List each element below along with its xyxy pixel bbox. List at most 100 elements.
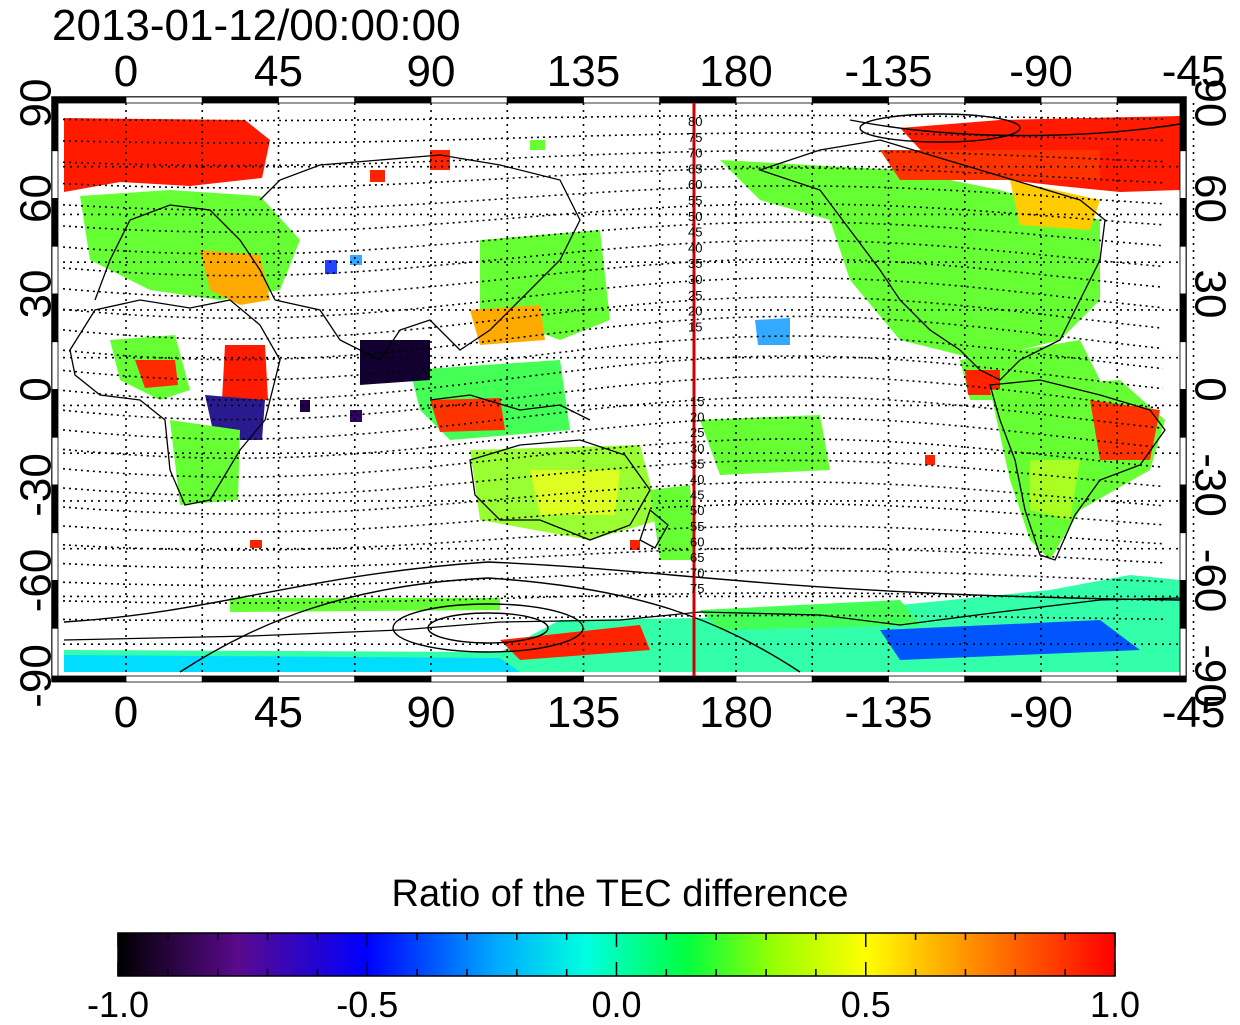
- contour-label-south: 40: [690, 472, 704, 487]
- y-tick-label-left: -60: [12, 549, 61, 613]
- contour-label-south: 45: [690, 488, 704, 503]
- right-axis-bar-segment: [1179, 102, 1187, 152]
- bottom-axis-bar-segment: [964, 675, 1042, 683]
- y-tick-label-right: -90: [1186, 644, 1235, 708]
- x-tick-label-top: -90: [1009, 47, 1073, 96]
- y-axis-right-labels: 90 60 30 0 -30 -60 -90: [1186, 79, 1235, 708]
- x-tick-label-bottom: 90: [407, 688, 456, 737]
- y-tick-label-right: 60: [1186, 174, 1235, 223]
- right-axis-bar-segment: [1179, 627, 1187, 677]
- magnetic-latitude-contour: [63, 481, 1164, 515]
- x-tick-label-bottom: -45: [1162, 688, 1226, 737]
- contour-label-north: 30: [688, 272, 702, 287]
- contour-label-north: 55: [688, 193, 702, 208]
- contour-label-north: 60: [688, 177, 702, 192]
- y-tick-label-right: -60: [1186, 549, 1235, 613]
- tec-data-patches: [64, 116, 1180, 672]
- magnetic-latitude-contour: [63, 239, 1164, 277]
- left-axis-bar-segment: [51, 627, 59, 677]
- magnetic-latitude-contour: [63, 221, 1164, 255]
- contour-label-north: 20: [688, 304, 702, 319]
- right-axis-bar-segment: [1179, 532, 1187, 581]
- x-tick-label-top: 45: [254, 47, 303, 96]
- bottom-axis-bar-segment: [51, 675, 127, 683]
- contour-label-north: 70: [688, 146, 702, 161]
- x-tick-label-top: 0: [114, 47, 138, 96]
- contour-label-south: 70: [690, 566, 704, 581]
- y-tick-label-left: -90: [12, 644, 61, 708]
- top-axis-bar-segment: [201, 96, 279, 104]
- x-tick-label-top: 180: [699, 47, 772, 96]
- bottom-axis-bar-segment: [430, 675, 508, 683]
- bottom-axis-bar-segment: [583, 675, 661, 683]
- x-tick-label-bottom: 135: [547, 688, 620, 737]
- top-axis-bar-segment: [1040, 96, 1118, 104]
- coastlines: [63, 139, 1180, 641]
- y-tick-label-left: 90: [12, 79, 61, 128]
- bottom-axis-bar-segment: [278, 675, 356, 683]
- colorbar-tick-label: 1.0: [1089, 984, 1141, 1025]
- right-axis-bar-segment: [1179, 293, 1187, 343]
- top-axis-bar-segment: [888, 96, 966, 104]
- magnetic-latitude-contour: [63, 315, 1164, 361]
- y-axis-left-labels: 90 60 30 0 -30 -60 -90: [12, 79, 61, 708]
- contour-value-labels: 8075706560555045403530252015152025303540…: [688, 114, 704, 596]
- contour-label-south: 65: [690, 550, 704, 565]
- x-axis-bottom-labels: 0 45 90 135 180 -135 -90 -45: [114, 688, 1226, 737]
- bottom-axis-bar-segment: [735, 675, 813, 683]
- right-axis-bar-segment: [1179, 245, 1187, 295]
- top-axis-bar-segment: [51, 96, 127, 104]
- colorbar-title: Ratio of the TEC difference: [391, 873, 849, 915]
- contour-label-south: 30: [690, 441, 704, 456]
- solid-contours: [63, 113, 1180, 673]
- y-tick-label-right: 90: [1186, 79, 1235, 128]
- contour-label-north: 80: [688, 114, 702, 129]
- right-axis-bar-segment: [1179, 198, 1187, 247]
- bottom-axis-bar-segment: [354, 675, 432, 683]
- magnetic-latitude-contour: [63, 277, 1164, 319]
- y-tick-label-left: 0: [12, 377, 61, 401]
- top-axis-bar-segment: [430, 96, 508, 104]
- top-axis-bar-segment: [125, 96, 203, 104]
- y-tick-label-right: 30: [1186, 270, 1235, 319]
- contour-label-north: 45: [688, 225, 702, 240]
- bottom-axis-bar-segment: [125, 675, 203, 683]
- dotted-contours: [63, 114, 1164, 622]
- contour-label-south: 50: [690, 503, 704, 518]
- contour-label-south: 35: [690, 456, 704, 471]
- magnetic-latitude-contour: [63, 355, 1164, 401]
- bottom-axis-bar-segment: [506, 675, 584, 683]
- x-tick-label-top: 135: [547, 47, 620, 96]
- magnetic-latitude-contour: [63, 396, 1164, 440]
- magnetic-latitude-contour: [63, 459, 1164, 497]
- x-tick-label-top: -135: [844, 47, 932, 96]
- y-tick-label-left: -30: [12, 453, 61, 517]
- magnetic-latitude-contour: [63, 569, 1164, 587]
- contour-label-south: 15: [690, 394, 704, 409]
- contour-label-north: 75: [688, 130, 702, 145]
- top-axis-bar-segment: [811, 96, 889, 104]
- bottom-axis-bar-segment: [888, 675, 966, 683]
- top-axis-bar-segment: [278, 96, 356, 104]
- top-axis-bar-segment: [583, 96, 661, 104]
- y-tick-label-right: 0: [1186, 377, 1235, 401]
- y-tick-label-left: 60: [12, 174, 61, 223]
- magnetic-latitude-contour: [63, 438, 1164, 478]
- top-axis-bar-segment: [659, 96, 737, 104]
- x-tick-label-bottom: 180: [699, 688, 772, 737]
- x-tick-label-bottom: 0: [114, 688, 138, 737]
- x-tick-label-bottom: 45: [254, 688, 303, 737]
- magnetic-latitude-contour: [63, 296, 1164, 340]
- x-tick-label-bottom: -90: [1009, 688, 1073, 737]
- map-title: 2013-01-12/00:00:00: [52, 1, 461, 50]
- bottom-axis-bar-segment: [201, 675, 279, 683]
- x-axis-top-labels: 0 45 90 135 180 -135 -90 -45: [114, 47, 1226, 96]
- y-tick-label-right: -30: [1186, 453, 1235, 517]
- magnetic-latitude-contour: [63, 258, 1164, 298]
- axis-border-bars: [51, 96, 1187, 683]
- contour-label-south: 60: [690, 534, 704, 549]
- x-tick-label-top: 90: [407, 47, 456, 96]
- contour-label-north: 50: [688, 209, 702, 224]
- contour-label-north: 15: [688, 319, 702, 334]
- right-axis-bar-segment: [1179, 484, 1187, 534]
